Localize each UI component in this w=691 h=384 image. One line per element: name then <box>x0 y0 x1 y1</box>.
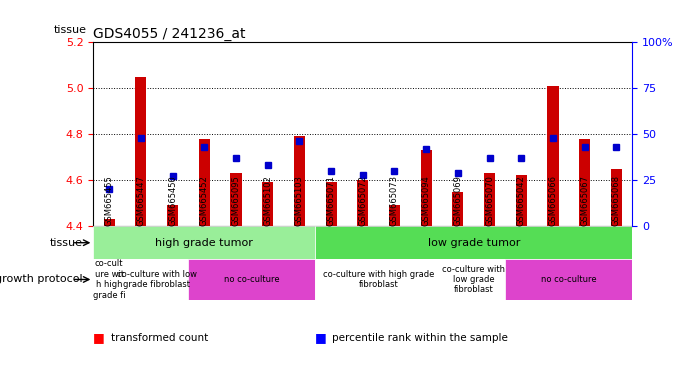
Bar <box>93 260 125 300</box>
Bar <box>579 139 590 226</box>
Bar <box>421 150 432 226</box>
Text: GSM665070: GSM665070 <box>485 175 494 226</box>
Bar <box>125 260 189 300</box>
Bar <box>547 86 558 226</box>
Text: co-culture with low
grade fibroblast: co-culture with low grade fibroblast <box>117 270 197 289</box>
Bar <box>199 139 210 226</box>
Text: tissue: tissue <box>50 238 83 248</box>
Text: GSM665073: GSM665073 <box>390 175 399 226</box>
Text: GSM665450: GSM665450 <box>168 175 177 226</box>
Text: co-culture with high grade
fibroblast: co-culture with high grade fibroblast <box>323 270 435 289</box>
Bar <box>294 136 305 226</box>
Bar <box>230 173 242 226</box>
Text: GSM665452: GSM665452 <box>200 175 209 226</box>
Bar <box>262 182 273 226</box>
Bar <box>389 205 400 226</box>
Text: no co-culture: no co-culture <box>224 275 280 284</box>
Bar <box>189 260 315 300</box>
Text: GSM665068: GSM665068 <box>612 175 621 226</box>
Text: GSM665066: GSM665066 <box>549 175 558 226</box>
Text: GSM665447: GSM665447 <box>136 175 145 226</box>
Text: GSM665455: GSM665455 <box>104 175 113 226</box>
Text: GSM665069: GSM665069 <box>453 175 462 226</box>
Text: GSM665103: GSM665103 <box>295 175 304 226</box>
Text: percentile rank within the sample: percentile rank within the sample <box>332 333 508 343</box>
Text: GSM665095: GSM665095 <box>231 175 240 226</box>
Bar <box>453 192 464 226</box>
Text: GSM665071: GSM665071 <box>327 175 336 226</box>
Text: GSM665102: GSM665102 <box>263 175 272 226</box>
Text: GSM665094: GSM665094 <box>422 175 430 226</box>
Text: no co-culture: no co-culture <box>541 275 596 284</box>
Bar <box>611 169 622 226</box>
Text: GDS4055 / 241236_at: GDS4055 / 241236_at <box>93 27 246 41</box>
Text: co-cult
ure wit
h high
grade fi: co-cult ure wit h high grade fi <box>93 259 126 300</box>
Bar <box>167 205 178 226</box>
Text: growth protocol: growth protocol <box>0 275 83 285</box>
Bar <box>484 173 495 226</box>
Text: GSM665042: GSM665042 <box>517 175 526 226</box>
Text: transformed count: transformed count <box>111 333 208 343</box>
Bar <box>315 226 632 260</box>
Text: low grade tumor: low grade tumor <box>428 238 520 248</box>
Bar <box>104 219 115 226</box>
Text: ■: ■ <box>93 331 105 344</box>
Bar <box>325 182 337 226</box>
Text: GSM665072: GSM665072 <box>358 175 368 226</box>
Bar <box>315 260 442 300</box>
Bar <box>442 260 505 300</box>
Bar <box>93 226 315 260</box>
Text: ■: ■ <box>314 331 326 344</box>
Bar <box>135 77 146 226</box>
Text: high grade tumor: high grade tumor <box>155 238 253 248</box>
Text: GSM665067: GSM665067 <box>580 175 589 226</box>
Bar <box>515 175 527 226</box>
Bar <box>357 180 368 226</box>
Text: co-culture with
low grade
fibroblast: co-culture with low grade fibroblast <box>442 265 505 295</box>
Text: tissue: tissue <box>53 25 86 35</box>
Bar <box>505 260 632 300</box>
